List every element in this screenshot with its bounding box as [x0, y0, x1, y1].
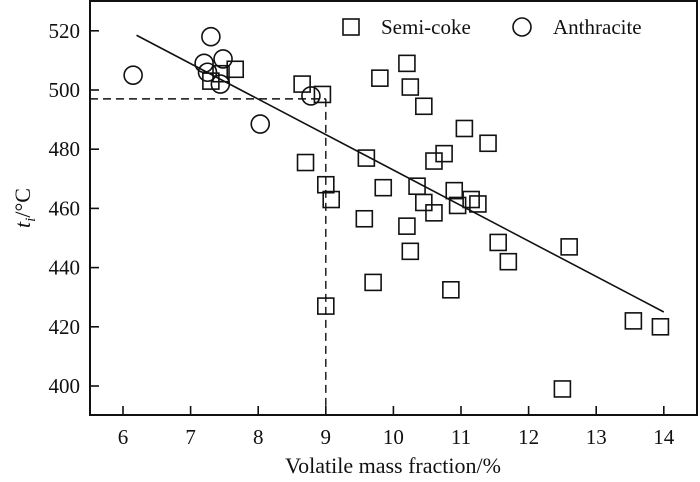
semi-coke-point	[313, 85, 332, 104]
semi-coke-point	[462, 190, 480, 209]
semi-coke-point	[553, 380, 572, 398]
semi-coke-point	[435, 144, 453, 163]
semi-coke-point	[316, 175, 335, 194]
semi-coke-point	[364, 273, 382, 292]
plot-frame	[89, 0, 698, 416]
semi-coke-point	[624, 312, 643, 330]
x-axis-label: Volatile mass fraction/%	[285, 453, 501, 478]
x-tick-label: 11	[451, 425, 471, 449]
x-tick-label: 10	[383, 425, 404, 449]
semi-coke-point	[442, 280, 460, 299]
semi-coke-point	[316, 297, 335, 315]
anthracite-point	[123, 65, 143, 85]
legend: Semi-coke Anthracite	[342, 15, 642, 39]
semi-coke-point	[322, 190, 341, 209]
semi-coke-point	[371, 69, 389, 87]
y-tick-label: 460	[49, 196, 81, 220]
semi-coke-point	[415, 193, 433, 212]
x-tick-label: 12	[518, 425, 539, 449]
semi-coke-point	[499, 252, 518, 271]
anthracite-point	[250, 114, 271, 134]
legend-label-semi-coke: Semi-coke	[381, 15, 471, 39]
semi-coke-point	[469, 195, 487, 213]
x-tick-label: 7	[185, 425, 196, 449]
legend-circle-icon	[512, 17, 532, 37]
anthracite-point	[301, 86, 321, 106]
semi-coke-point	[425, 204, 443, 222]
semi-coke-point	[293, 75, 311, 93]
semi-coke-point	[479, 134, 497, 153]
semi-coke-point	[226, 60, 245, 79]
anthracite-point	[194, 53, 214, 74]
anthracite-point	[213, 49, 233, 69]
y-tick-label: 420	[49, 315, 81, 339]
anthracite-point	[197, 62, 218, 83]
y-axis-label-unit: /°C	[10, 188, 35, 218]
semi-coke-point	[398, 217, 416, 235]
semi-coke-point	[212, 64, 230, 83]
y-axis-label-symbol: t	[10, 221, 35, 228]
semi-coke-point	[651, 317, 670, 336]
legend-label-anthracite: Anthracite	[553, 15, 642, 39]
svg-text:ti/°C: ti/°C	[10, 188, 39, 228]
x-tick-label: 13	[586, 425, 607, 449]
y-axis-label-subscript: i	[23, 218, 39, 222]
x-tick-label: 14	[653, 425, 675, 449]
semi-coke-point	[489, 233, 507, 252]
anthracite-point	[210, 74, 231, 94]
semi-coke-point	[455, 119, 474, 138]
anthracite-point	[201, 26, 221, 47]
y-axis-label: ti/°C	[10, 188, 39, 228]
x-tick-label: 6	[118, 425, 129, 449]
legend-square-icon	[342, 18, 360, 36]
semi-coke-point	[448, 196, 467, 215]
semi-coke-point	[374, 178, 393, 197]
semi-coke-point	[296, 153, 315, 172]
x-tick-label: 8	[253, 425, 264, 449]
y-tick-label: 500	[49, 78, 81, 102]
x-tick-label: 9	[321, 425, 332, 449]
semi-coke-point	[401, 242, 420, 261]
semi-coke-point	[445, 181, 464, 200]
y-tick-label: 520	[49, 19, 81, 43]
semi-coke-point	[401, 78, 420, 96]
y-tick-label: 400	[49, 374, 81, 398]
y-tick-label: 480	[49, 137, 81, 161]
y-tick-label: 440	[49, 256, 81, 280]
semi-coke-point	[560, 238, 578, 256]
semi-coke-point	[398, 54, 416, 73]
semi-coke-point	[415, 97, 433, 116]
semi-coke-point	[357, 149, 376, 167]
semi-coke-point	[355, 209, 374, 228]
